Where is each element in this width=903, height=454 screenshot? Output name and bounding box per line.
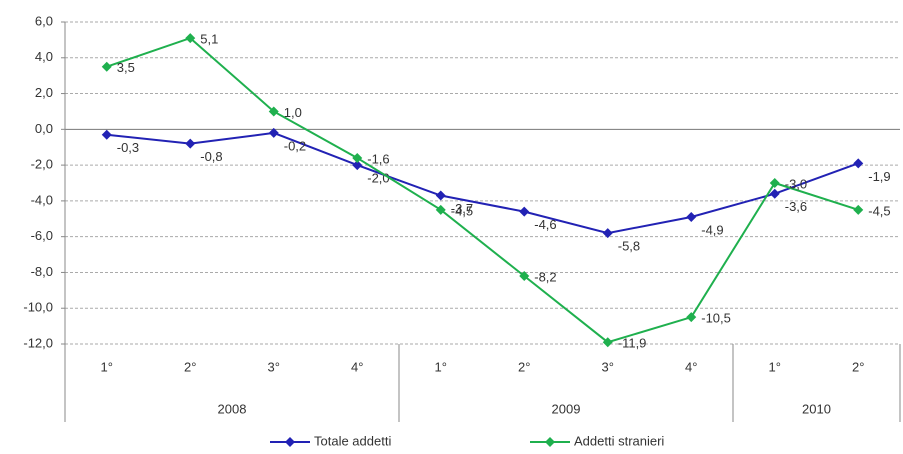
- data-label: -1,9: [868, 169, 890, 184]
- point: [101, 129, 112, 140]
- point: [519, 206, 530, 217]
- y-tick-label: -10,0: [23, 300, 53, 315]
- point: [853, 158, 864, 169]
- x-tick-label: 2°: [852, 359, 864, 374]
- group-label: 2009: [552, 401, 581, 416]
- x-tick-label: 2°: [518, 359, 530, 374]
- point: [352, 152, 363, 163]
- data-label: -0,3: [117, 140, 139, 155]
- x-tick-label: 3°: [268, 359, 280, 374]
- y-tick-label: -8,0: [31, 264, 53, 279]
- point: [268, 127, 279, 138]
- point: [519, 271, 530, 282]
- point: [686, 211, 697, 222]
- x-tick-label: 1°: [435, 359, 447, 374]
- data-label: -11,9: [618, 336, 647, 351]
- data-label: -8,2: [534, 269, 556, 284]
- point: [185, 138, 196, 149]
- y-tick-label: -12,0: [23, 335, 53, 350]
- data-label: -10,5: [701, 311, 731, 326]
- x-tick-label: 4°: [351, 359, 363, 374]
- data-label: -0,2: [284, 138, 306, 153]
- legend-label: Totale addetti: [314, 433, 391, 448]
- y-tick-label: 6,0: [35, 13, 53, 28]
- group-label: 2010: [802, 401, 831, 416]
- y-tick-label: -6,0: [31, 228, 53, 243]
- data-label: -3,7: [451, 201, 473, 216]
- legend-marker: [545, 437, 555, 447]
- point: [435, 204, 446, 215]
- x-tick-label: 1°: [769, 359, 781, 374]
- data-label: -4,5: [868, 203, 890, 218]
- point: [185, 33, 196, 44]
- point: [853, 204, 864, 215]
- y-tick-label: -2,0: [31, 157, 53, 172]
- data-label: -3,6: [785, 199, 807, 214]
- legend-label: Addetti stranieri: [574, 433, 664, 448]
- y-tick-label: 4,0: [35, 49, 53, 64]
- x-tick-label: 1°: [101, 359, 113, 374]
- point: [602, 337, 613, 348]
- point: [101, 61, 112, 72]
- x-tick-label: 3°: [602, 359, 614, 374]
- data-label: 3,5: [117, 60, 135, 75]
- y-tick-label: -4,0: [31, 192, 53, 207]
- point: [268, 106, 279, 117]
- legend-marker: [285, 437, 295, 447]
- series-line: [106, 131, 859, 235]
- series-line: [106, 36, 859, 344]
- y-tick-label: 0,0: [35, 121, 53, 136]
- data-label: -4,6: [534, 217, 556, 232]
- data-label: -0,8: [200, 149, 222, 164]
- data-label: -4,9: [701, 222, 723, 237]
- point: [686, 312, 697, 323]
- y-tick-label: 2,0: [35, 85, 53, 100]
- data-label: -3,0: [785, 176, 807, 191]
- group-label: 2008: [218, 401, 247, 416]
- data-label: 5,1: [200, 32, 218, 47]
- point: [769, 178, 780, 188]
- data-label: -4,5: [451, 203, 473, 218]
- x-tick-label: 4°: [685, 359, 697, 374]
- data-label: -5,8: [618, 239, 640, 254]
- point: [435, 190, 446, 201]
- data-label: 1,0: [284, 105, 302, 120]
- x-tick-label: 2°: [184, 359, 196, 374]
- point: [769, 188, 780, 199]
- data-label: -1,6: [367, 151, 389, 166]
- point: [602, 228, 613, 239]
- data-label: -2,0: [367, 171, 389, 186]
- point: [352, 160, 363, 171]
